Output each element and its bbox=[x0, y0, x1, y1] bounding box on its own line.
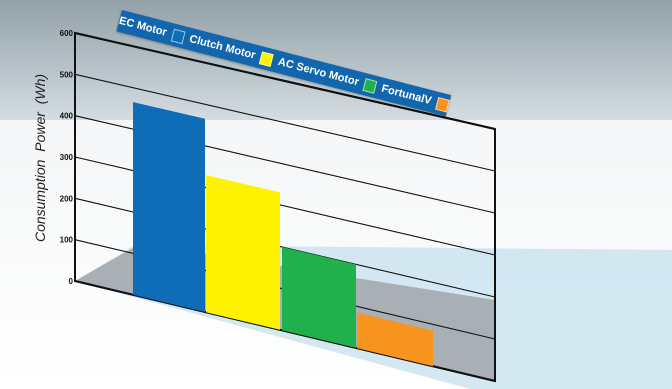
y-tick-200: 200 bbox=[60, 194, 74, 203]
bar-ac-servo-motor bbox=[282, 246, 356, 348]
bar-layer bbox=[133, 102, 433, 367]
gridline-500 bbox=[74, 73, 496, 172]
legend-swatch-ec-motor bbox=[170, 28, 186, 44]
bar-ec-motor bbox=[133, 102, 205, 312]
legend-swatch-clutch-motor bbox=[259, 51, 274, 67]
gridline-600 bbox=[74, 32, 496, 130]
y-tick-500: 500 bbox=[60, 70, 74, 79]
y-tick-600: 600 bbox=[60, 29, 74, 38]
legend-swatch-ac-servo-motor bbox=[362, 77, 378, 94]
y-tick-0: 0 bbox=[69, 277, 74, 286]
y-tick-300: 300 bbox=[60, 153, 74, 162]
y-tick-400: 400 bbox=[60, 112, 74, 121]
y-axis-title: Consumption Power (Wh) bbox=[32, 73, 48, 243]
bar-clutch-motor bbox=[206, 175, 280, 330]
y-tick-100: 100 bbox=[60, 236, 74, 245]
bar-fortunalv bbox=[357, 312, 433, 367]
tick-layer: 0 100 200 300 400 500 600 bbox=[60, 29, 74, 286]
